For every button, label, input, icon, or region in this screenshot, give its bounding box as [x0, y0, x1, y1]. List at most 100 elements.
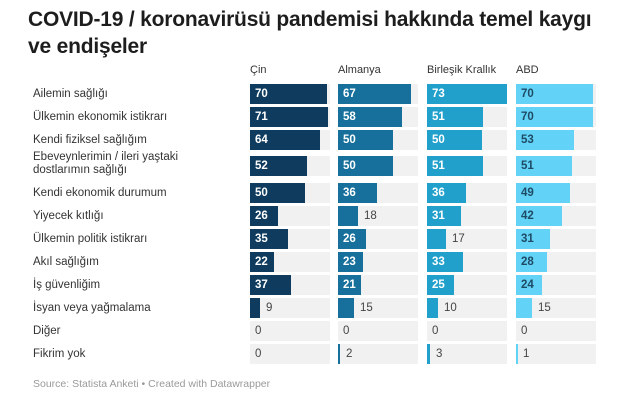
bar-value: 49: [521, 187, 534, 199]
bar-track: 70: [250, 84, 330, 104]
bar-value: 73: [432, 88, 445, 100]
column-header: ABD: [516, 64, 539, 76]
bar-value: 31: [521, 233, 534, 245]
bar-value: 24: [521, 279, 534, 291]
bar: [250, 229, 288, 249]
bar: [516, 252, 547, 272]
column-header: Çin: [250, 64, 267, 76]
bar: [427, 229, 446, 249]
bar-value: 25: [432, 279, 445, 291]
bar-value: 0: [521, 325, 528, 337]
bar-track: 37: [250, 275, 330, 295]
bar-value: 50: [343, 160, 356, 172]
bar: [250, 275, 291, 295]
row-label: Akıl sağlığım: [33, 256, 99, 268]
bar-track: 36: [338, 183, 418, 203]
bar-track: 1: [516, 344, 596, 364]
bar-value: 51: [432, 160, 445, 172]
bar-value: 21: [343, 279, 356, 291]
bar: [427, 107, 483, 127]
bar-track: 0: [427, 321, 507, 341]
bar-value: 50: [255, 187, 268, 199]
bar-value: 15: [360, 302, 373, 314]
bar-track: 22: [250, 252, 330, 272]
bar-track: 0: [338, 321, 418, 341]
bar: [250, 206, 278, 226]
bar: [338, 156, 393, 176]
bar-track: 50: [427, 130, 507, 150]
bar: [338, 183, 377, 203]
bar-value: 10: [444, 302, 457, 314]
bar: [250, 252, 274, 272]
bar: [250, 84, 327, 104]
bar: [250, 183, 305, 203]
bar-track: 23: [338, 252, 418, 272]
bar: [427, 84, 507, 104]
bar-value: 0: [432, 325, 439, 337]
column-header: Birleşik Krallık: [427, 64, 497, 76]
row-label: Kendi fiziksel sağlığım: [33, 134, 147, 146]
bar: [250, 130, 320, 150]
bar-value: 36: [432, 187, 445, 199]
bar: [250, 298, 260, 318]
bar-value: 42: [521, 210, 534, 222]
bar-track: 42: [516, 206, 596, 226]
bar-track: 0: [250, 344, 330, 364]
bar-track: 35: [250, 229, 330, 249]
bar: [516, 298, 532, 318]
bar-value: 15: [538, 302, 551, 314]
bar-track: 53: [516, 130, 596, 150]
bar-track: 26: [338, 229, 418, 249]
bar-value: 3: [436, 348, 443, 360]
bar-track: 15: [516, 298, 596, 318]
bar: [338, 84, 411, 104]
bar-track: 50: [250, 183, 330, 203]
row-label: İsyan veya yağmalama: [33, 302, 151, 314]
bar-track: 26: [250, 206, 330, 226]
bar-track: 15: [338, 298, 418, 318]
bar: [516, 156, 572, 176]
bar-value: 17: [452, 233, 465, 245]
bar-track: 2: [338, 344, 418, 364]
bar-value: 58: [343, 111, 356, 123]
bar-track: 51: [516, 156, 596, 176]
bar-value: 36: [343, 187, 356, 199]
bar-track: 3: [427, 344, 507, 364]
column-header: Almanya: [338, 64, 381, 76]
bar-value: 23: [343, 256, 356, 268]
bar: [427, 156, 483, 176]
bar: [338, 252, 363, 272]
bar: [427, 275, 454, 295]
bar-track: 0: [516, 321, 596, 341]
bar-track: 9: [250, 298, 330, 318]
bar-value: 37: [255, 279, 268, 291]
source-note: Source: Statista Anketi • Created with D…: [33, 378, 271, 390]
bar-track: 21: [338, 275, 418, 295]
bar-track: 24: [516, 275, 596, 295]
bar: [427, 344, 430, 364]
bar-track: 10: [427, 298, 507, 318]
bar: [338, 229, 366, 249]
bar-track: 31: [427, 206, 507, 226]
bar-track: 71: [250, 107, 330, 127]
bar-track: 64: [250, 130, 330, 150]
bar-value: 0: [255, 348, 262, 360]
bar-value: 28: [521, 256, 534, 268]
bar: [516, 206, 562, 226]
bar-value: 2: [346, 348, 353, 360]
row-label: Kendi ekonomik durumum: [33, 187, 167, 199]
bar-track: 52: [250, 156, 330, 176]
bar-value: 71: [255, 111, 268, 123]
row-label: Diğer: [33, 325, 61, 337]
bar-value: 35: [255, 233, 268, 245]
bar-value: 51: [432, 111, 445, 123]
bar-value: 9: [266, 302, 273, 314]
bar-value: 26: [255, 210, 268, 222]
bar-track: 28: [516, 252, 596, 272]
row-label: Ülkemin politik istikrarı: [33, 233, 148, 245]
bar-track: 31: [516, 229, 596, 249]
bar: [516, 183, 570, 203]
bar-track: 18: [338, 206, 418, 226]
bar-track: 58: [338, 107, 418, 127]
bar-value: 1: [523, 348, 530, 360]
